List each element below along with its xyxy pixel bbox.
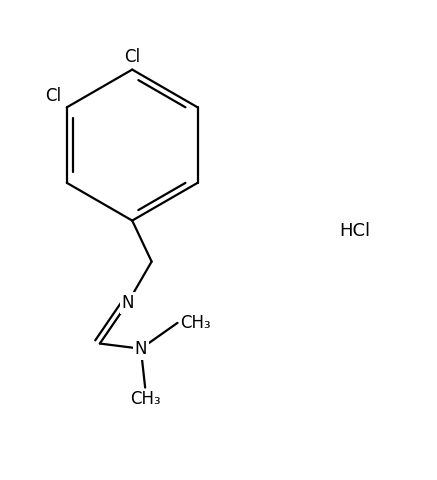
Text: Cl: Cl (124, 48, 140, 66)
Text: Cl: Cl (45, 87, 62, 105)
Text: HCl: HCl (339, 222, 371, 240)
Text: CH₃: CH₃ (180, 314, 210, 332)
Text: CH₃: CH₃ (130, 390, 160, 408)
Text: N: N (135, 340, 147, 358)
Text: N: N (121, 294, 134, 312)
